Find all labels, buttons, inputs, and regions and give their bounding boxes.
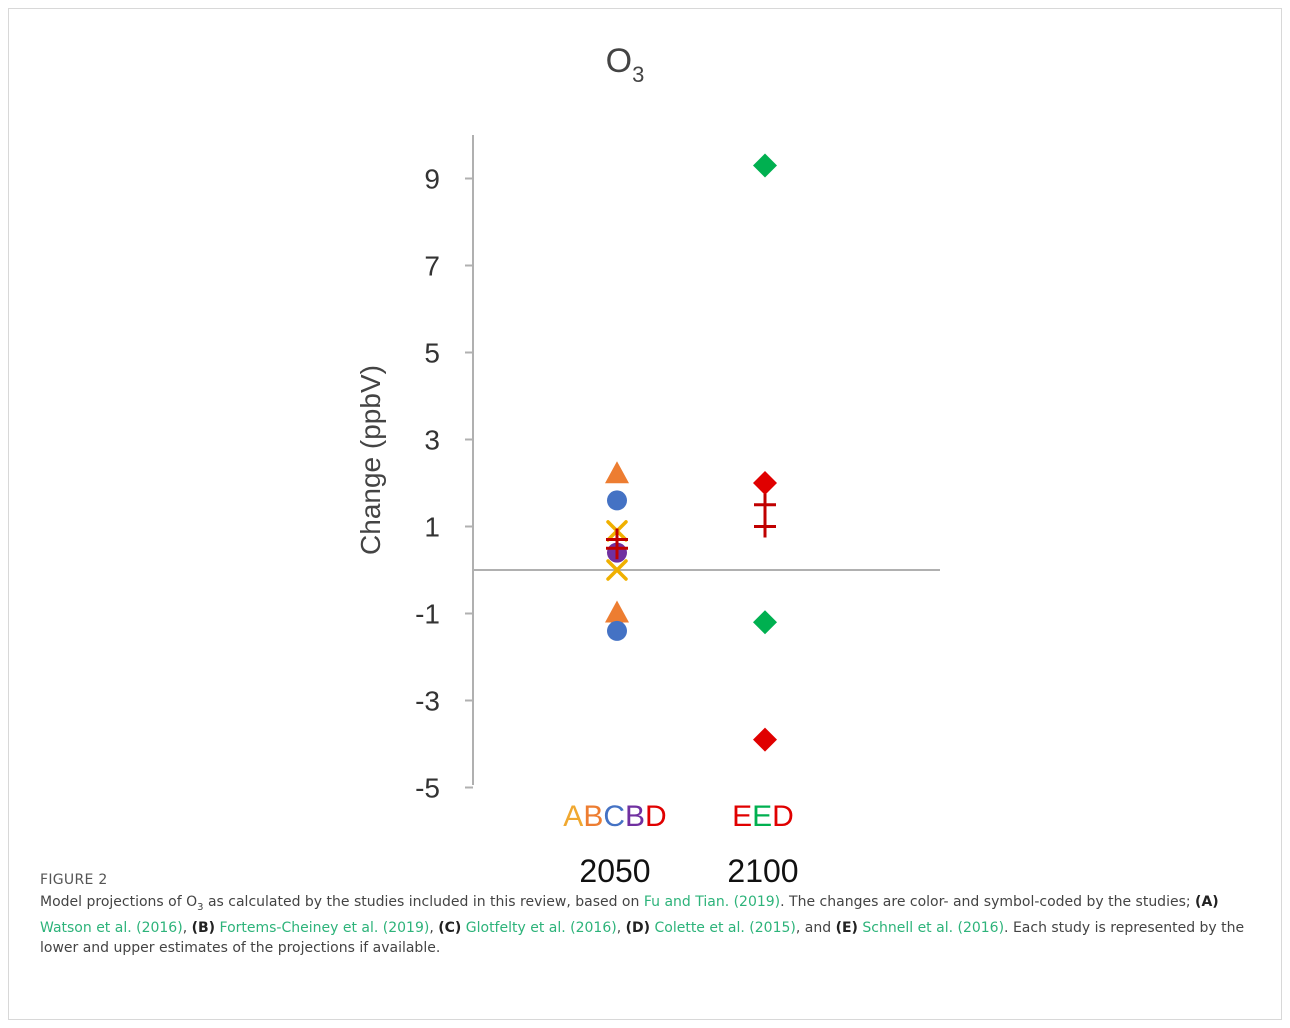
data-point-triangle [605,600,629,623]
caption-fragment: Model projections of O [40,894,198,910]
y-tick-label: 9 [424,164,440,195]
caption-fragment: , [429,919,439,936]
figure-label: FIGURE 2 [40,872,108,888]
study-marker-label: (A) [1195,894,1219,910]
y-tick-label: -5 [415,773,440,804]
data-markers [605,153,777,752]
study-letter: D [772,800,794,833]
citation-link[interactable]: Fortems-Cheiney et al. (2019) [219,919,430,936]
study-letter: B [625,800,645,833]
study-marker-label: (B) [191,919,216,936]
y-tick-label: 3 [424,425,440,456]
caption-fragment: as calculated by the studies included in… [203,894,644,910]
study-letter: E [752,800,772,833]
citation-link[interactable]: Colette et al. (2015) [654,919,796,936]
caption-fragment: , [182,919,192,936]
axes [465,135,940,789]
y-tick-label: -3 [415,686,440,717]
study-letter-group: EED [732,800,794,833]
citation-link[interactable]: Glotfelty et al. (2016) [465,919,617,936]
study-letter-group: ABCBD [563,800,666,833]
x-category-labels: 2050 2100 [579,853,798,889]
study-letter: D [645,800,667,833]
data-point-diamond [753,727,777,752]
data-point-x [606,559,628,581]
study-letters: ABCBD EED [563,800,794,833]
data-point-triangle [605,461,629,484]
citation-link[interactable]: Watson et al. (2016) [40,919,183,936]
figure-frame [8,8,1282,1020]
y-tick-label: 7 [424,251,440,282]
citation-link[interactable]: Schnell et al. (2016) [862,919,1005,936]
y-tick-labels: 9 7 5 3 1 -1 -3 -5 [415,164,440,804]
citation-link[interactable]: Fu and Tian. (2019) [643,894,781,910]
caption-fragment: . The changes are color- and symbol-code… [780,894,1196,910]
chart-title: O3 [606,42,645,87]
data-point-circle [607,490,627,511]
caption-fragment: . Each study is represented by the lower… [40,919,1245,956]
study-letter: B [583,800,603,833]
y-tick-label: -1 [415,599,440,630]
study-marker-label: (E) [835,919,858,936]
figure-caption: FIGURE 2 Model projections of O3 as calc… [40,872,1260,958]
x-category-label: 2050 [579,853,650,889]
y-tick-label: 5 [424,338,440,369]
data-point-diamond [753,610,777,635]
data-point-diamond [753,153,777,178]
data-point-plus [754,493,776,516]
caption-fragment: 3 [197,901,204,913]
y-tick-label: 1 [424,512,440,543]
caption-text: Model projections of O3 as calculated by… [40,892,1260,958]
data-point-plus [606,537,628,560]
chart-title-sub: 3 [632,62,644,87]
study-letter: C [603,800,625,833]
y-axis-label: Change (ppbV) [355,365,386,555]
x-category-label: 2100 [727,853,798,889]
caption-fragment: , [616,919,626,936]
caption-fragment: , and [795,919,836,936]
study-letter: A [563,800,583,833]
chart-title-main: O [606,42,632,80]
data-point-plus [754,515,776,538]
study-marker-label: (C) [438,919,462,936]
data-point-circle [607,620,627,641]
data-point-diamond [753,471,777,495]
study-marker-label: (D) [625,919,651,936]
study-letter: E [732,800,752,833]
